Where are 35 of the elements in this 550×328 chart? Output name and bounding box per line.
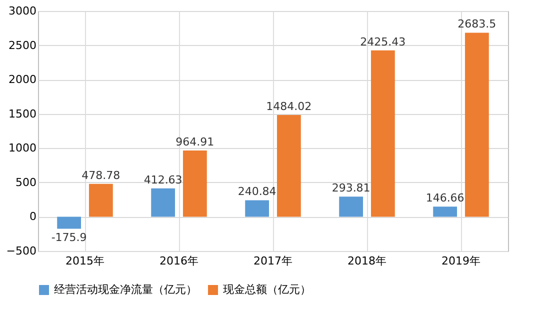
data-label: 478.78	[82, 168, 120, 182]
bar	[182, 150, 207, 217]
y-tick-label: 500	[16, 176, 36, 189]
data-label: 2425.43	[360, 35, 406, 48]
x-tick-label: 2019年	[442, 254, 480, 268]
y-tick-label: 2500	[8, 38, 36, 52]
bar	[433, 206, 458, 217]
bar	[57, 216, 82, 229]
data-label: 412.63	[144, 173, 182, 186]
bar	[151, 188, 176, 217]
y-tick-label: 2000	[8, 73, 36, 86]
data-label: -175.9	[51, 230, 87, 244]
data-label: 146.66	[426, 192, 464, 205]
data-label: 240.84	[238, 185, 276, 198]
y-tick-label: 0	[30, 210, 36, 224]
bar	[276, 114, 301, 217]
y-tick-label: 3000	[8, 4, 36, 18]
x-tick-label: 2017年	[254, 254, 292, 268]
data-label: 2683.5	[458, 18, 496, 31]
x-tick-label: 2018年	[348, 254, 386, 268]
bar	[370, 50, 395, 217]
data-label: 964.91	[176, 136, 214, 149]
data-label: 293.81	[332, 182, 370, 195]
legend-label: 经营活动现金净流量（亿元）	[54, 283, 197, 296]
bar	[88, 184, 113, 217]
y-tick-label: 1000	[8, 142, 36, 155]
bar	[464, 32, 489, 217]
bar	[339, 196, 364, 217]
x-tick-label: 2016年	[160, 254, 198, 268]
x-tick-label: 2015年	[66, 254, 104, 268]
legend-label: 现金总额（亿元）	[223, 283, 311, 296]
data-label: 1484.02	[266, 100, 312, 113]
bar	[245, 200, 270, 217]
y-tick-label: 1500	[8, 107, 36, 120]
y-tick-label: −500	[6, 244, 36, 258]
